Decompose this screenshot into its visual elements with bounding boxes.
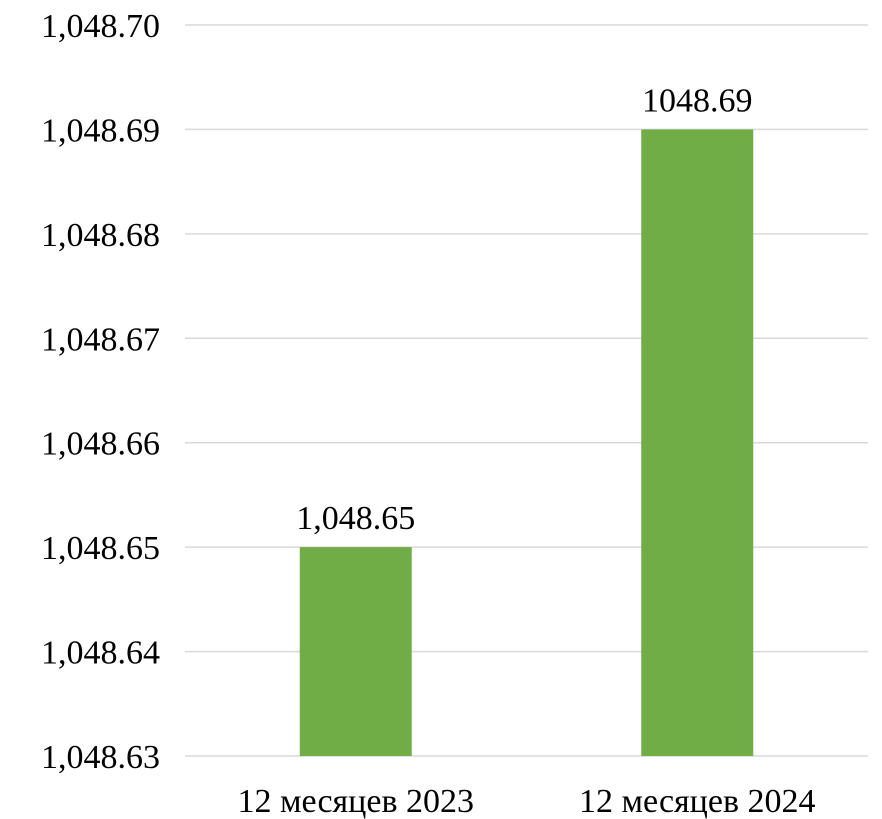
y-tick-label: 1,048.68	[41, 217, 160, 254]
y-tick-label: 1,048.66	[41, 426, 160, 463]
y-axis-tick-labels: 1,048.63 1,048.64 1,048.65 1,048.66 1,048.67…	[41, 8, 160, 776]
gridlines	[185, 24, 868, 757]
y-tick-label: 1,048.70	[41, 8, 160, 45]
y-tick-label: 1,048.65	[41, 530, 160, 567]
y-tick-label: 1,048.69	[41, 112, 160, 149]
x-category-label: 12 месяцев 2023	[237, 783, 474, 819]
y-tick-label: 1,048.64	[41, 635, 160, 672]
bar	[641, 129, 754, 756]
bars	[299, 129, 754, 756]
bar	[299, 547, 412, 756]
x-category-label: 12 месяцев 2024	[579, 783, 816, 819]
data-labels: 1,048.65 1048.69	[296, 82, 752, 537]
data-label: 1,048.65	[296, 500, 415, 537]
y-tick-label: 1,048.67	[41, 321, 160, 358]
x-axis-category-labels: 12 месяцев 2023 12 месяцев 2024	[237, 783, 815, 819]
y-tick-label: 1,048.63	[41, 739, 160, 776]
data-label: 1048.69	[642, 82, 753, 119]
